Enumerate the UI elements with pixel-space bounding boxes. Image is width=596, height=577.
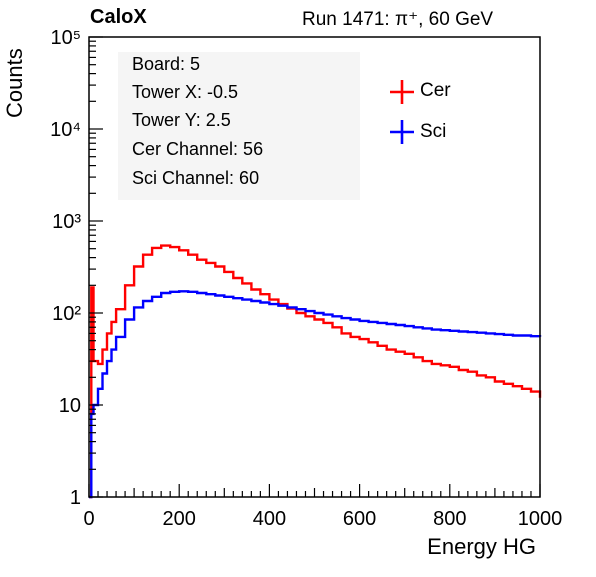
- series-line-sci: [89, 290, 542, 499]
- y-tick-label: 10: [59, 395, 81, 417]
- y-tick-label: 1: [70, 487, 81, 509]
- info-tower-y: Tower Y: 2.5: [132, 110, 231, 130]
- brand-label: CaloX: [90, 6, 147, 28]
- x-tick-label: 0: [83, 508, 94, 530]
- info-tower-x: Tower X: -0.5: [132, 82, 239, 102]
- legend-layer: [390, 80, 414, 144]
- info-board: Board: 5: [132, 54, 201, 74]
- y-tick-label: 10⁵: [50, 27, 81, 49]
- x-tick-label: 1000: [518, 508, 563, 530]
- x-tick-label: 400: [253, 508, 286, 530]
- info-sci-channel: Sci Channel: 60: [132, 168, 260, 188]
- x-axis-label: Energy HG: [427, 534, 536, 559]
- run-info: Run 1471: π⁺, 60 GeV: [302, 9, 494, 30]
- y-tick-label: 10³: [52, 211, 81, 233]
- y-tick-label: 10⁴: [50, 119, 81, 141]
- y-axis-label: Counts: [2, 48, 27, 118]
- axes-layer: 0 200 400 600 800 1000 1 10 10² 10³ 10⁴ 10⁵: [50, 27, 562, 530]
- x-tick-label: 600: [343, 508, 376, 530]
- series-layer: [89, 244, 542, 499]
- info-box: Board: 5 Tower X: -0.5 Tower Y: 2.5 Cer …: [118, 52, 360, 200]
- series-line-cer: [89, 244, 542, 499]
- legend-label-cer: Cer: [420, 80, 451, 101]
- y-tick-label: 10²: [52, 303, 81, 325]
- legend-label-sci: Sci: [420, 121, 447, 142]
- x-tick-label: 800: [433, 508, 466, 530]
- info-cer-channel: Cer Channel: 56: [132, 139, 264, 159]
- x-tick-label: 200: [163, 508, 196, 530]
